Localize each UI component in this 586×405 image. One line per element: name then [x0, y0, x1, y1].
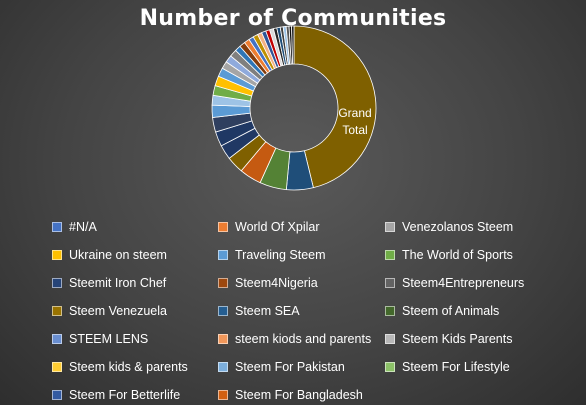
- legend-item-steemit-iron-chef: Steemit Iron Chef: [52, 275, 166, 291]
- legend-swatch: [385, 278, 395, 288]
- legend-swatch: [385, 306, 395, 316]
- legend-item-steem-for-bangladesh: Steem For Bangladesh: [218, 387, 363, 403]
- legend-swatch: [385, 362, 395, 372]
- legend-label: STEEM LENS: [69, 332, 149, 346]
- legend-swatch: [52, 250, 62, 260]
- legend-label: Steem For Bangladesh: [235, 388, 363, 402]
- legend-label: Steem For Pakistan: [235, 360, 345, 374]
- legend-label: Steem kids & parents: [69, 360, 188, 374]
- legend-swatch: [52, 222, 62, 232]
- legend-label: Steemit Iron Chef: [69, 276, 167, 290]
- legend-label: World Of Xpilar: [235, 220, 320, 234]
- legend-label: Steem Kids Parents: [402, 332, 513, 346]
- legend-item-traveling-steem: Traveling Steem: [218, 247, 326, 263]
- legend-item-steem-lens: STEEM LENS: [52, 331, 148, 347]
- legend-label: #N/A: [69, 220, 97, 234]
- legend-swatch: [385, 250, 395, 260]
- legend-item-steem-sea: Steem SEA: [218, 303, 300, 319]
- legend-item-steem-of-animals: Steem of Animals: [385, 303, 499, 319]
- legend-swatch: [52, 306, 62, 316]
- legend-swatch: [385, 222, 395, 232]
- legend: #N/A World Of Xpilar Venezolanos Steem Ukra…: [52, 216, 586, 405]
- legend-swatch: [218, 278, 228, 288]
- legend-item-steem4nigeria: Steem4Nigeria: [218, 275, 318, 291]
- legend-label: Ukraine on steem: [69, 248, 167, 262]
- legend-label: Steem For Betterlife: [69, 388, 181, 402]
- legend-label: The World of Sports: [402, 248, 513, 262]
- legend-item-steem-kids-parents: Steem Kids Parents: [385, 331, 512, 347]
- legend-item-n-a: #N/A: [52, 219, 97, 235]
- legend-item-steem-venezuela: Steem Venezuela: [52, 303, 167, 319]
- legend-swatch: [52, 390, 62, 400]
- legend-item-steem-kids-parents: Steem kids & parents: [52, 359, 188, 375]
- legend-label: Traveling Steem: [235, 248, 326, 262]
- legend-item-steem-for-lifestyle: Steem For Lifestyle: [385, 359, 510, 375]
- legend-label: Venezolanos Steem: [402, 220, 514, 234]
- legend-item-steem-for-pakistan: Steem For Pakistan: [218, 359, 345, 375]
- legend-item-the-world-of-sports: The World of Sports: [385, 247, 513, 263]
- legend-label: Steem Venezuela: [69, 304, 167, 318]
- legend-label: Steem For Lifestyle: [402, 360, 510, 374]
- legend-label: Steem4Entrepreneurs: [402, 276, 525, 290]
- legend-label: Steem SEA: [235, 304, 300, 318]
- legend-item-ukraine-on-steem: Ukraine on steem: [52, 247, 167, 263]
- legend-swatch: [385, 334, 395, 344]
- legend-label: Steem of Animals: [402, 304, 500, 318]
- slice-31: [291, 25, 295, 65]
- legend-swatch: [218, 306, 228, 316]
- legend-swatch: [218, 222, 228, 232]
- legend-item-venezolanos-steem: Venezolanos Steem: [385, 219, 513, 235]
- legend-swatch: [218, 362, 228, 372]
- legend-swatch: [218, 334, 228, 344]
- center-label: Grand Total: [338, 106, 372, 137]
- legend-swatch: [218, 390, 228, 400]
- legend-item-world-of-xpilar: World Of Xpilar: [218, 219, 320, 235]
- legend-swatch: [52, 334, 62, 344]
- legend-item-steem-kiods-and-parents: steem kiods and parents: [218, 331, 371, 347]
- legend-label: steem kiods and parents: [235, 332, 372, 346]
- legend-label: Steem4Nigeria: [235, 276, 318, 290]
- legend-swatch: [52, 278, 62, 288]
- legend-item-steem4entrepreneurs: Steem4Entrepreneurs: [385, 275, 524, 291]
- slice-steem-venezuela: [293, 25, 377, 189]
- legend-swatch: [52, 362, 62, 372]
- legend-item-steem-for-betterlife: Steem For Betterlife: [52, 387, 180, 403]
- legend-swatch: [218, 250, 228, 260]
